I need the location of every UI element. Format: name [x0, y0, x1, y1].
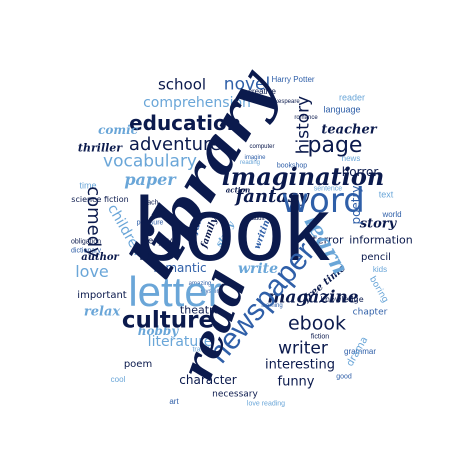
word-adventure: adventure: [128, 134, 222, 155]
word-text: text: [378, 189, 394, 200]
word-important: important: [77, 290, 127, 301]
word-comic: comic: [98, 123, 138, 137]
word-good: good: [336, 373, 352, 381]
word-mystery: mystery: [200, 289, 222, 295]
word-amazing: amazing: [188, 281, 212, 287]
word-kids: kids: [372, 265, 388, 274]
word-pleasure: pleasure: [136, 219, 164, 227]
word-character: character: [179, 373, 237, 387]
word-write: write: [237, 261, 279, 277]
word-teacher: teacher: [321, 122, 377, 138]
word-time: time: [79, 180, 97, 191]
word-world: world: [382, 210, 402, 219]
word-funny: funny: [277, 374, 315, 390]
word-reading: reading: [239, 160, 261, 166]
word-sentence: sentence: [313, 185, 343, 193]
word-obligation: obligation: [71, 238, 101, 246]
word-art: art: [169, 397, 179, 406]
word-dictionary: dictionary: [71, 247, 101, 255]
word-learning: learning: [261, 303, 283, 309]
word-creative: creative: [247, 87, 277, 96]
word-adult: adult: [251, 216, 265, 222]
word-vocabulary: vocabulary: [103, 151, 197, 172]
word-horror: horror: [341, 165, 379, 179]
word-love-reading: love reading: [246, 400, 286, 408]
word-romantic: romantic: [153, 261, 207, 275]
word-grammar: grammar: [343, 347, 377, 356]
word-romance: romance: [294, 115, 318, 121]
word-terror: terror: [312, 233, 344, 247]
word-shakespeare: Shakespeare: [264, 99, 300, 105]
word-novel: novel: [223, 74, 271, 95]
word-teach: teach: [141, 199, 159, 207]
word-computer: computer: [249, 144, 275, 150]
word-magazine: magazine: [267, 287, 359, 308]
word-history: history: [293, 95, 314, 155]
word-poem: poem: [123, 359, 153, 370]
word-imagination: imagination: [221, 162, 385, 191]
word-interesting: interesting: [265, 357, 335, 373]
word-news: news: [341, 154, 361, 163]
word-knowledge: knowledge: [320, 295, 364, 304]
word-boring: boring: [366, 274, 390, 305]
word-writer: writer: [278, 338, 328, 359]
word-science-fiction: science fiction: [71, 195, 129, 204]
word-hobby: hobby: [137, 324, 179, 338]
word-chapter: chapter: [352, 307, 388, 318]
word-fiction: fiction: [310, 333, 330, 341]
word-page: page: [307, 133, 363, 158]
word-school: school: [157, 75, 207, 94]
word-letter: letter: [128, 268, 222, 315]
word-word: word: [281, 181, 365, 221]
word-ebook: ebook: [287, 312, 347, 335]
word-travel: travel: [192, 346, 210, 354]
word-fantasy: fantasy: [235, 186, 309, 207]
word-reader: reader: [338, 92, 366, 103]
word-harry-potter: Harry Potter: [271, 75, 315, 84]
word-thriller: thriller: [77, 141, 123, 155]
word-language: language: [323, 104, 361, 115]
word-love: love: [75, 262, 109, 281]
word-theatre: theatre: [179, 303, 221, 317]
word-cool: cool: [110, 375, 126, 384]
word-enjoy: enjoy: [147, 236, 173, 247]
word-literature: literature: [147, 334, 213, 350]
word-author: author: [81, 252, 119, 263]
word-comprehension: comprehension: [143, 95, 251, 111]
word-necessary: necessary: [212, 389, 258, 400]
word-book: book: [134, 180, 330, 280]
word-information: information: [349, 233, 413, 247]
word-pencil: pencil: [361, 252, 391, 263]
word-relax: relax: [83, 304, 121, 320]
word-imagine: imagine: [244, 155, 266, 161]
word-education: education: [129, 111, 241, 135]
word-paper: paper: [124, 170, 176, 189]
word-bookshop: bookshop: [276, 162, 308, 170]
word-story: story: [359, 216, 397, 232]
word-culture: culture: [121, 307, 215, 334]
word-action: action: [225, 185, 251, 195]
